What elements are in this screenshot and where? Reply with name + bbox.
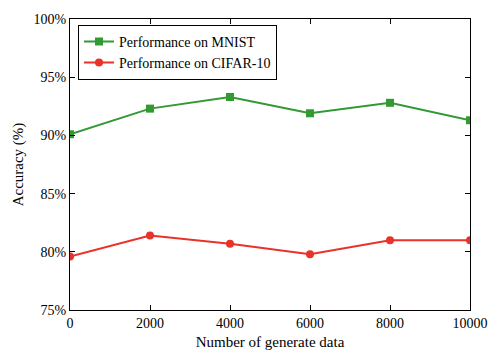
svg-text:100%: 100% xyxy=(34,12,67,27)
svg-text:75%: 75% xyxy=(41,303,67,318)
svg-text:10000: 10000 xyxy=(453,316,488,331)
svg-text:90%: 90% xyxy=(41,128,67,143)
svg-text:2000: 2000 xyxy=(136,316,164,331)
svg-text:Performance on MNIST: Performance on MNIST xyxy=(119,35,256,50)
svg-text:85%: 85% xyxy=(41,187,67,202)
svg-text:80%: 80% xyxy=(41,245,67,260)
svg-text:4000: 4000 xyxy=(216,316,244,331)
svg-text:Accuracy (%): Accuracy (%) xyxy=(10,123,27,207)
svg-text:95%: 95% xyxy=(41,70,67,85)
svg-text:0: 0 xyxy=(67,316,74,331)
svg-text:6000: 6000 xyxy=(296,316,324,331)
svg-text:Number of generate data: Number of generate data xyxy=(196,334,345,350)
svg-text:8000: 8000 xyxy=(376,316,404,331)
svg-text:Performance on CIFAR-10: Performance on CIFAR-10 xyxy=(119,56,270,71)
